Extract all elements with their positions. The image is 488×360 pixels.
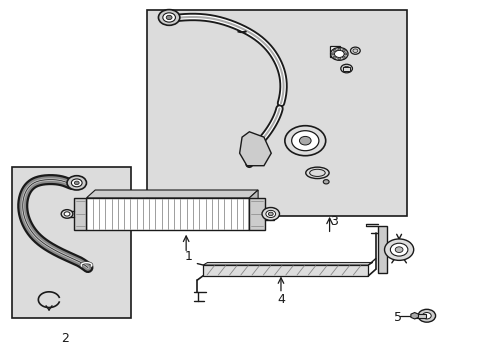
Bar [342, 67, 350, 71]
Circle shape [64, 212, 70, 216]
Circle shape [334, 50, 344, 58]
Bar [249, 198, 264, 230]
Text: 2: 2 [61, 333, 68, 346]
Circle shape [262, 207, 279, 220]
Polygon shape [249, 190, 258, 230]
Bar [413, 314, 425, 318]
Bar [147, 10, 407, 216]
Circle shape [389, 243, 407, 256]
Circle shape [291, 131, 318, 151]
Polygon shape [86, 190, 258, 198]
Circle shape [285, 126, 325, 156]
Text: 4: 4 [277, 293, 285, 306]
Circle shape [343, 66, 349, 71]
Circle shape [340, 64, 352, 73]
Circle shape [333, 50, 336, 52]
Text: 5: 5 [393, 311, 401, 324]
Circle shape [337, 58, 340, 60]
Text: 1: 1 [184, 250, 192, 263]
Circle shape [342, 56, 345, 58]
Circle shape [394, 247, 402, 252]
Circle shape [422, 312, 430, 319]
Bar [12, 167, 131, 318]
Circle shape [74, 181, 79, 185]
Circle shape [61, 210, 73, 218]
Circle shape [67, 176, 86, 190]
Bar [329, 46, 340, 57]
Polygon shape [203, 265, 368, 276]
Polygon shape [86, 198, 249, 230]
Circle shape [331, 53, 334, 55]
Circle shape [333, 56, 336, 58]
Circle shape [265, 210, 275, 217]
Polygon shape [410, 312, 418, 319]
Circle shape [299, 136, 310, 145]
Bar [74, 198, 86, 230]
Bar [377, 226, 386, 273]
Circle shape [384, 239, 413, 260]
Circle shape [323, 180, 328, 184]
Circle shape [163, 13, 175, 22]
Circle shape [344, 53, 346, 55]
Circle shape [352, 49, 357, 53]
Polygon shape [203, 262, 372, 265]
Circle shape [166, 15, 172, 19]
Circle shape [268, 212, 273, 216]
Circle shape [342, 50, 345, 52]
Circle shape [71, 179, 82, 187]
Circle shape [158, 10, 180, 25]
Circle shape [337, 48, 340, 50]
Circle shape [417, 309, 435, 322]
Text: 3: 3 [330, 215, 338, 228]
Circle shape [330, 48, 347, 60]
Polygon shape [239, 132, 271, 166]
